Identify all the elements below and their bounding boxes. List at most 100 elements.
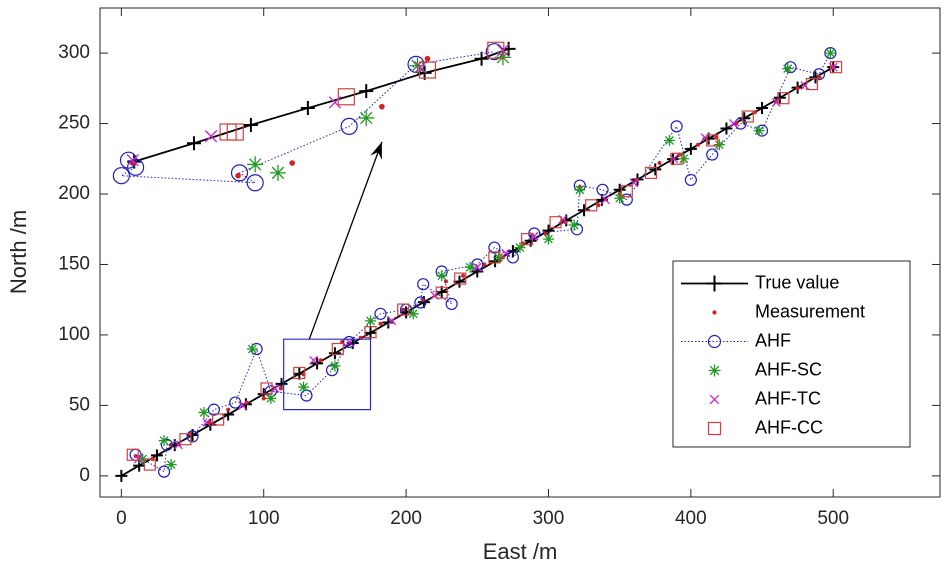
- marker-square: [644, 166, 658, 179]
- marker-circle: [414, 296, 427, 309]
- legend-label: AHF-SC: [755, 359, 822, 379]
- legend-label: AHF-CC: [755, 417, 823, 437]
- legend-label: Measurement: [755, 301, 865, 321]
- marker-circle: [445, 297, 458, 311]
- marker-star: [514, 242, 526, 254]
- marker-star: [493, 251, 505, 263]
- marker-dot: [596, 203, 601, 208]
- marker-dot: [461, 273, 466, 278]
- marker-dot: [657, 161, 662, 166]
- marker-circle: [812, 68, 826, 81]
- marker-square: [212, 413, 225, 426]
- y-tick-label: 100: [58, 324, 90, 345]
- marker-x: [237, 400, 247, 410]
- marker-square: [585, 199, 598, 212]
- x-tick-label: 0: [116, 508, 127, 529]
- marker-plus: [328, 347, 341, 360]
- marker-plus: [382, 316, 395, 329]
- marker-circle: [570, 223, 584, 236]
- marker-x: [729, 119, 738, 128]
- marker-x: [309, 355, 318, 365]
- marker-circle: [157, 465, 171, 478]
- marker-star: [269, 164, 286, 181]
- marker-star: [358, 109, 375, 126]
- marker-square: [260, 382, 273, 395]
- marker-square: [488, 251, 501, 264]
- marker-dot: [378, 321, 383, 326]
- zoom-box: [283, 338, 372, 411]
- marker-dot: [695, 142, 700, 147]
- y-axis-label: North /m: [6, 210, 31, 294]
- marker-star: [407, 308, 419, 320]
- marker-square: [805, 77, 818, 91]
- marker-plus: [243, 117, 258, 132]
- marker-circle: [112, 167, 130, 185]
- marker-star: [494, 49, 511, 66]
- marker-circle: [207, 403, 220, 416]
- marker-square: [741, 110, 754, 123]
- legend-marker: [706, 275, 723, 292]
- marker-star: [663, 134, 675, 146]
- marker-x: [800, 81, 810, 90]
- marker-square: [331, 342, 344, 356]
- x-axis-label: East /m: [483, 539, 558, 564]
- marker-star: [678, 153, 690, 165]
- marker-square: [487, 41, 505, 59]
- marker-square: [293, 366, 306, 380]
- legend-marker: [712, 310, 717, 315]
- marker-plus: [300, 101, 315, 116]
- marker-square: [126, 448, 139, 461]
- marker-square: [706, 134, 719, 147]
- marker-star: [198, 406, 210, 418]
- marker-circle: [734, 117, 747, 130]
- marker-circle: [325, 364, 339, 377]
- marker-circle: [230, 164, 249, 182]
- marker-circle: [229, 396, 242, 409]
- marker-circle: [340, 117, 358, 135]
- marker-x: [472, 262, 482, 272]
- marker-plus: [453, 275, 466, 288]
- marker-dot: [795, 86, 800, 91]
- marker-star: [464, 261, 476, 273]
- marker-square: [179, 433, 192, 446]
- marker-dot: [289, 160, 296, 166]
- marker-x: [601, 195, 610, 205]
- marker-dot: [318, 358, 323, 363]
- marker-circle: [596, 183, 609, 196]
- marker-plus: [400, 306, 413, 319]
- marker-square: [829, 61, 843, 74]
- marker-star: [298, 381, 310, 393]
- marker-square: [549, 216, 562, 229]
- marker-dot: [261, 396, 266, 401]
- x-tick-label: 300: [533, 508, 565, 529]
- marker-star: [158, 435, 170, 447]
- y-tick-label: 0: [79, 465, 90, 486]
- x-tick-label: 200: [390, 508, 422, 529]
- y-tick-label: 250: [58, 113, 90, 134]
- marker-star: [436, 270, 448, 282]
- marker-star: [137, 453, 149, 465]
- marker-dot: [401, 307, 406, 312]
- legend-label: AHF: [755, 330, 791, 350]
- marker-x: [202, 417, 212, 427]
- marker-dot: [424, 55, 431, 62]
- marker-circle: [160, 438, 174, 451]
- marker-circle: [784, 61, 797, 74]
- marker-x: [496, 44, 510, 57]
- marker-circle: [506, 251, 519, 264]
- marker-star: [614, 192, 626, 204]
- marker-star: [365, 315, 377, 327]
- legend-marker: [708, 364, 721, 377]
- x-tick-label: 500: [817, 508, 849, 529]
- marker-circle: [186, 430, 199, 443]
- marker-circle: [343, 335, 356, 349]
- marker-plus: [720, 122, 733, 135]
- marker-dot: [752, 110, 757, 115]
- marker-square: [337, 88, 355, 106]
- marker-plus: [773, 91, 786, 104]
- marker-square: [777, 92, 790, 105]
- arrow-shaft: [308, 141, 383, 340]
- marker-square: [364, 326, 377, 339]
- marker-x: [414, 60, 427, 74]
- marker-square: [521, 233, 534, 246]
